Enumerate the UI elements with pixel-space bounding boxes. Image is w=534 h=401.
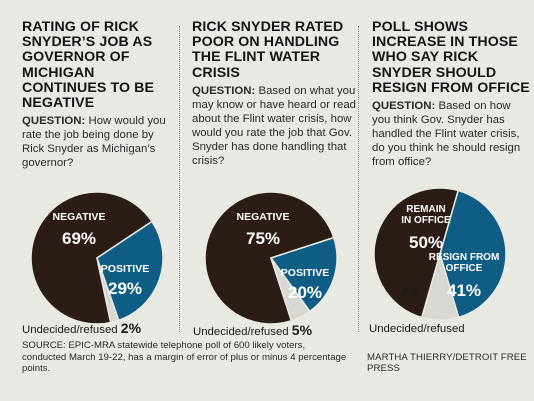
slice-label: NEGATIVE [237,211,290,223]
slice-label: IN OFFICE [401,215,451,226]
pie-chart-flint-handling: NEGATIVE 75% POSITIVE 20% [204,191,338,325]
question-text: Based on what you may know or have heard… [192,84,356,167]
slice-label: REMAIN [406,204,445,215]
slice-value: 9% [402,285,419,297]
undecided-label: Undecided/refused 5% [193,322,312,338]
pie-chart-job-rating: NEGATIVE 69% POSITIVE 29% [30,191,164,325]
slice-value: 29% [108,279,142,298]
panel-resign: POLL SHOWS INCREASE IN THOSE WHO SAY RIC… [360,0,534,340]
undecided-label: Undecided/refused 2% [22,320,141,336]
panel-title: POLL SHOWS INCREASE IN THOSE WHO SAY RIC… [372,19,530,96]
column-divider [358,26,359,332]
question: QUESTION: Based on how you think Gov. Sn… [372,99,532,169]
undecided-percent: 5% [291,322,313,338]
question-label: QUESTION: [192,84,256,97]
pie-slice-negative [204,191,335,325]
pie-slice-resign-from-office [439,189,507,319]
pie-slice-undecided-refused [96,257,120,324]
pie-slice-remain-in-office [373,187,460,319]
undecided-label: Undecided/refused [369,323,465,335]
panel-job-rating: RATING OF RICK SNYDER’S JOB AS GOVERNOR … [0,0,178,340]
pie-slice-positive [96,220,164,322]
slice-label: POSITIVE [281,267,329,279]
slice-label: NEGATIVE [53,211,106,223]
question: QUESTION: How would you rate the job bei… [22,114,174,170]
undecided-text: Undecided/refused [193,326,289,338]
pie-slice-undecided-refused [270,257,311,322]
slice-value: 41% [447,281,481,300]
slice-label: POSITIVE [101,263,149,275]
pie-slice-negative [30,191,154,325]
slice-value: 50% [409,233,443,252]
undecided-text: Undecided/refused [22,324,118,336]
source-note: SOURCE: EPIC-MRA statewide telephone pol… [22,340,347,374]
slice-label: RESIGN FROM [429,252,500,263]
undecided-text: Undecided/refused [369,323,465,335]
question-text: How would you rate the job being done by… [22,115,166,170]
undecided-percent: 2% [120,320,142,336]
question-text: Based on how you think Gov. Snyder has h… [372,100,521,169]
column-divider [179,26,180,332]
question-label: QUESTION: [22,115,86,128]
pie-slice-undecided-refused [420,251,460,321]
panel-title: RICK SNYDER RATED POOR ON HANDLING THE F… [192,19,344,81]
slice-value: 69% [62,229,96,248]
panel-title: RATING OF RICK SNYDER’S JOB AS GOVERNOR … [22,19,155,112]
pie-slice-positive [269,236,338,313]
question-label: QUESTION: [372,100,436,113]
panel-flint-handling: RICK SNYDER RATED POOR ON HANDLING THE F… [180,0,358,340]
question: QUESTION: Based on what you may know or … [192,84,356,168]
slice-value: 75% [246,229,280,248]
credit: MARTHA THIERRY/DETROIT FREE PRESS [367,352,527,374]
slice-value: 20% [288,283,322,302]
slice-label: OFFICE [446,263,483,274]
